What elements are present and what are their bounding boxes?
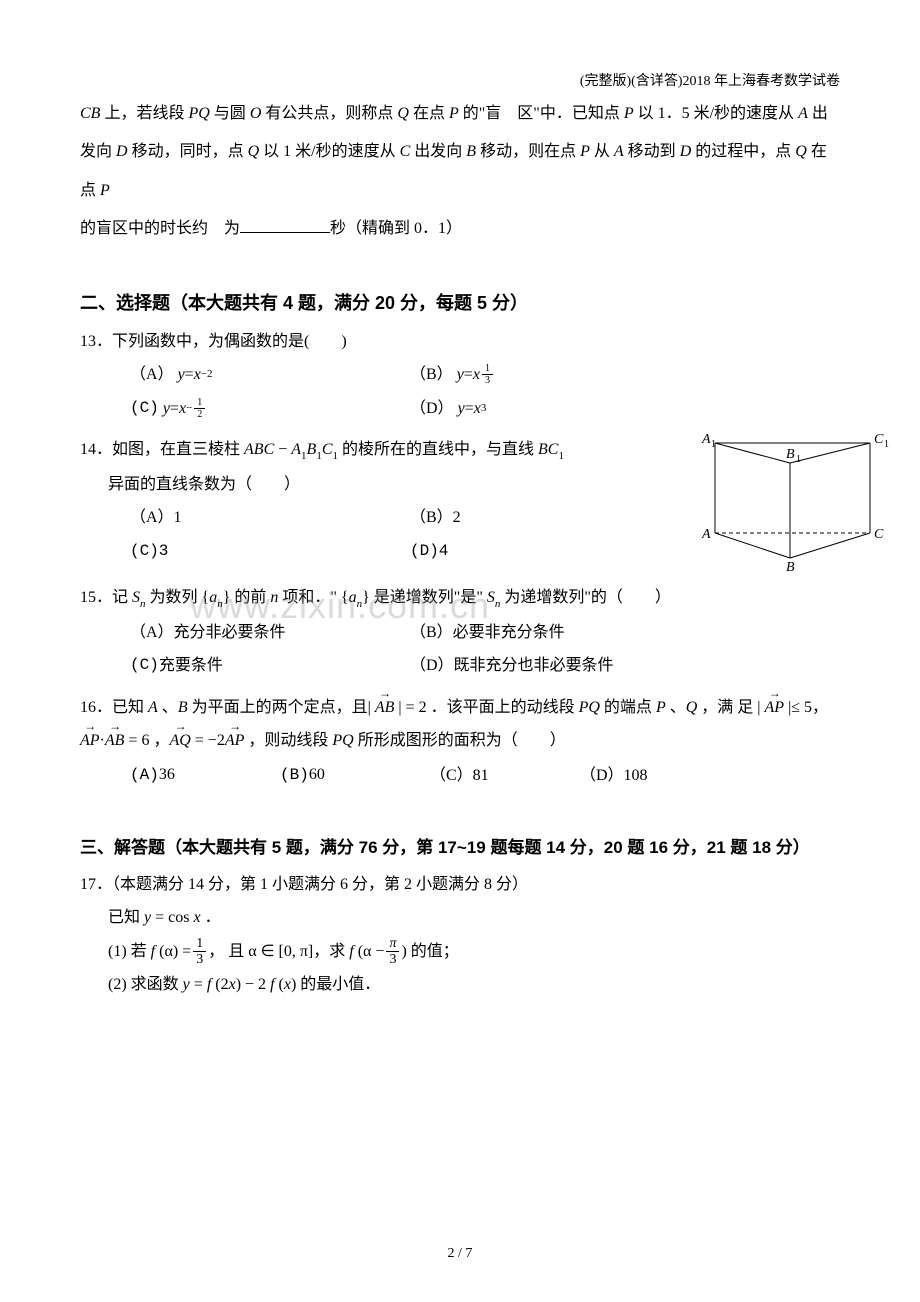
q17-header: 17．（本题满分 14 分，第 1 小题满分 6 分，第 2 小题满分 8 分） (80, 868, 840, 902)
question-17: 17．（本题满分 14 分，第 1 小题满分 6 分，第 2 小题满分 8 分）… (80, 868, 840, 1002)
q13-option-d: （D） y = x3 (410, 392, 690, 426)
q13-stem: 13．下列函数中，为偶函数的是( ) (80, 325, 840, 359)
q16-option-a: (A)36 (130, 758, 220, 793)
q14-stem: 14．如图，在直三棱柱 ABC − A1B1C1 的棱所在的直线中，与直线 BC… (80, 433, 690, 467)
q16-option-d: （D）108 (580, 759, 670, 793)
q17-part1: (1) 若 f (α) = 13 ， 且 α ∈ [0, π]，求 f (α −… (80, 935, 840, 969)
q17-given: 已知 y = cos x ． (80, 901, 840, 935)
question-15: 15．记 Sn 为数列 {an} 的前 n 项和．" {an} 是递增数列"是"… (80, 581, 840, 682)
label-c1: C (874, 432, 884, 447)
q13-option-b: （B） y = x13 (410, 358, 690, 392)
svg-text:1: 1 (711, 439, 716, 450)
q16-option-b: (B)60 (280, 758, 370, 793)
section-3-title: 三、解答题（本大题共有 5 题，满分 76 分，第 17~19 题每题 14 分… (80, 833, 840, 858)
q15-option-a: （A）充分非必要条件 (130, 616, 410, 650)
svg-text:1: 1 (796, 454, 801, 465)
label-b: B (786, 560, 795, 573)
question-13: 13．下列函数中，为偶函数的是( ) （A） y = x−2 （B） y = x… (80, 325, 840, 426)
page-number: 2 / 7 (0, 1246, 920, 1262)
q14-option-d: (D)4 (410, 535, 690, 569)
q16-option-c: （C）81 (430, 759, 520, 793)
q15-option-c: (C)充要条件 (130, 649, 410, 683)
q15-option-d: （D）既非充分也非必要条件 (410, 649, 690, 683)
q15-option-b: （B）必要非充分条件 (410, 616, 690, 650)
p12-line1: CB 上，若线段 PQ 与圆 O 有公共点，则称点 Q 在点 P 的"盲 区"中… (80, 105, 828, 122)
triangular-prism-figure: A1 C1 B1 A C B (690, 423, 890, 573)
label-a1: A (701, 432, 711, 447)
page-header: (完整版)(含详答)2018 年上海春考数学试卷 (580, 70, 840, 90)
svg-text:1: 1 (884, 439, 889, 450)
fill-blank (240, 213, 330, 233)
q14-option-b: （B）2 (410, 501, 690, 535)
q16-line2: AP·AB = 6 ，AQ = −2AP ，则动线段 PQ 所形成图形的面积为（… (80, 724, 840, 758)
q13-option-a: （A） y = x−2 (130, 358, 410, 392)
q16-line1: 16．已知 A 、B 为平面上的两个定点，且| AB | = 2 ．该平面上的动… (80, 691, 840, 725)
question-14: 14．如图，在直三棱柱 ABC − A1B1C1 的棱所在的直线中，与直线 BC… (80, 433, 840, 573)
q14-option-c: (C)3 (130, 535, 410, 569)
p12-line2: 发向 D 移动，同时，点 Q 以 1 米/秒的速度从 C 出发向 B 移动，则在… (80, 143, 827, 198)
label-a: A (701, 527, 711, 542)
p12-line3: 的盲区中的时长约 为秒（精确到 0．1） (80, 220, 462, 237)
label-c: C (874, 527, 884, 542)
label-b1: B (786, 447, 795, 462)
section-2-title: 二、选择题（本大题共有 4 题，满分 20 分，每题 5 分） (80, 289, 840, 315)
q14-option-a: （A）1 (130, 501, 410, 535)
q14-stem-line2: 异面的直线条数为（ ） (80, 468, 690, 502)
problem-12-continuation: CB 上，若线段 PQ 与圆 O 有公共点，则称点 Q 在点 P 的"盲 区"中… (80, 95, 840, 249)
q15-stem: 15．记 Sn 为数列 {an} 的前 n 项和．" {an} 是递增数列"是"… (80, 581, 840, 615)
question-16: 16．已知 A 、B 为平面上的两个定点，且| AB | = 2 ．该平面上的动… (80, 691, 840, 793)
q13-option-c: (C) y = x−12 (130, 392, 410, 426)
q17-part2: (2) 求函数 y = f (2x) − 2 f (x) 的最小值． (80, 968, 840, 1002)
